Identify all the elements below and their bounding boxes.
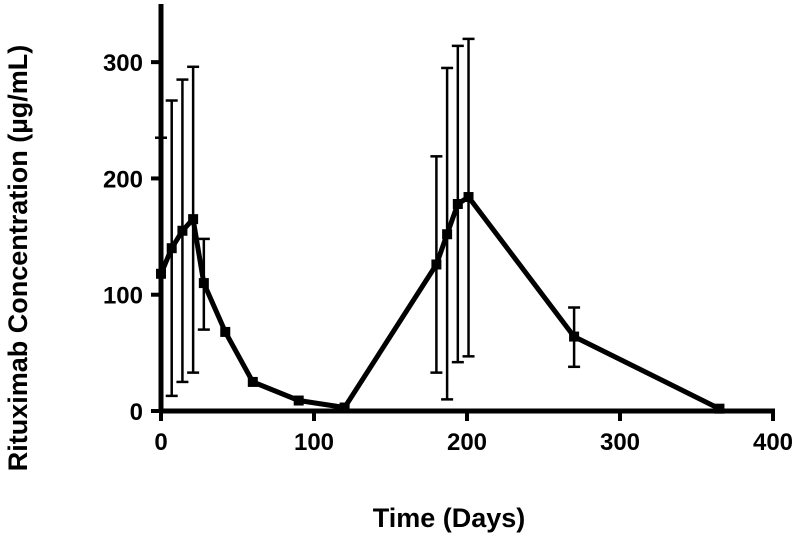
- data-point-0-14: [714, 403, 725, 414]
- y-tick-label-300: 300: [103, 50, 143, 77]
- y-tick-label-0: 0: [130, 399, 143, 426]
- x-tick-label-200: 200: [447, 429, 487, 456]
- series-line-0: [158, 194, 721, 411]
- data-point-0-8: [339, 402, 350, 413]
- data-point-0-11: [452, 199, 463, 210]
- data-point-0-9: [431, 259, 442, 270]
- y-axis-title: Rituximab Concentration (µg/mL): [3, 45, 33, 472]
- data-point-0-7: [293, 395, 304, 406]
- axes: [151, 4, 775, 421]
- x-tick-label-300: 300: [600, 429, 640, 456]
- x-tick-label-100: 100: [294, 429, 334, 456]
- data-markers: [156, 192, 725, 414]
- x-tick-label-0: 0: [154, 429, 167, 456]
- error-bars: [155, 37, 581, 413]
- x-tick-label-400: 400: [753, 429, 793, 456]
- data-point-0-3: [188, 214, 199, 225]
- y-tick-label-200: 200: [103, 166, 143, 193]
- data-point-0-1: [166, 243, 177, 254]
- data-point-0-13: [569, 331, 580, 342]
- x-axis-title: Time (Days): [373, 503, 526, 533]
- tick-labels: 0 100 200 300 400 0 100 200 300: [103, 50, 793, 456]
- y-tick-label-100: 100: [103, 283, 143, 310]
- data-point-0-10: [442, 229, 453, 240]
- series-group: [158, 194, 721, 411]
- data-point-0-6: [247, 376, 258, 387]
- data-point-0-12: [463, 192, 474, 203]
- data-point-0-2: [177, 225, 188, 236]
- data-point-0-0: [156, 268, 166, 279]
- data-point-0-4: [198, 278, 209, 289]
- data-point-0-5: [220, 326, 231, 337]
